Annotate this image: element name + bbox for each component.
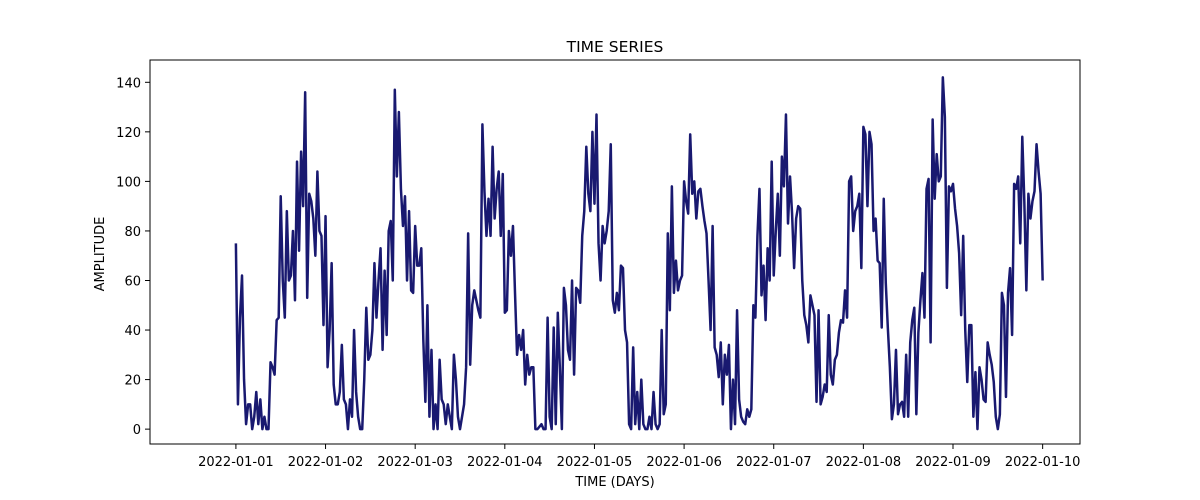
chart-title: TIME SERIES bbox=[566, 38, 664, 56]
x-axis: 2022-01-01 2022-01-02 2022-01-03 2022-01-04… bbox=[198, 444, 1080, 470]
x-tick-label: 2022-01-04 bbox=[467, 455, 543, 470]
y-tick-label: 80 bbox=[124, 225, 141, 240]
plot-frame bbox=[149, 59, 1081, 445]
y-tick-label: 100 bbox=[116, 175, 141, 190]
y-tick-label: 140 bbox=[116, 76, 141, 91]
x-tick-label: 2022-01-07 bbox=[736, 455, 812, 470]
y-axis-label: AMPLITUDE bbox=[93, 217, 108, 292]
x-tick-label: 2022-01-02 bbox=[288, 455, 364, 470]
x-tick-label: 2022-01-09 bbox=[915, 455, 991, 470]
y-axis: 0 20 40 60 80 100 120 140 bbox=[116, 76, 150, 438]
x-axis-label: TIME (DAYS) bbox=[574, 475, 654, 490]
x-tick-label: 2022-01-08 bbox=[826, 455, 902, 470]
y-tick-label: 40 bbox=[124, 324, 141, 339]
y-tick-label: 60 bbox=[124, 274, 141, 289]
x-tick-label: 2022-01-10 bbox=[1005, 455, 1081, 470]
y-tick-label: 0 bbox=[133, 423, 141, 438]
plot-area bbox=[149, 59, 1081, 445]
y-tick-label: 20 bbox=[124, 374, 141, 389]
x-tick-label: 2022-01-01 bbox=[198, 455, 274, 470]
series-line-0 bbox=[234, 76, 1044, 431]
x-tick-label: 2022-01-03 bbox=[377, 455, 453, 470]
y-tick-label: 120 bbox=[116, 126, 141, 141]
x-tick-label: 2022-01-06 bbox=[646, 455, 722, 470]
x-tick-label: 2022-01-05 bbox=[557, 455, 633, 470]
